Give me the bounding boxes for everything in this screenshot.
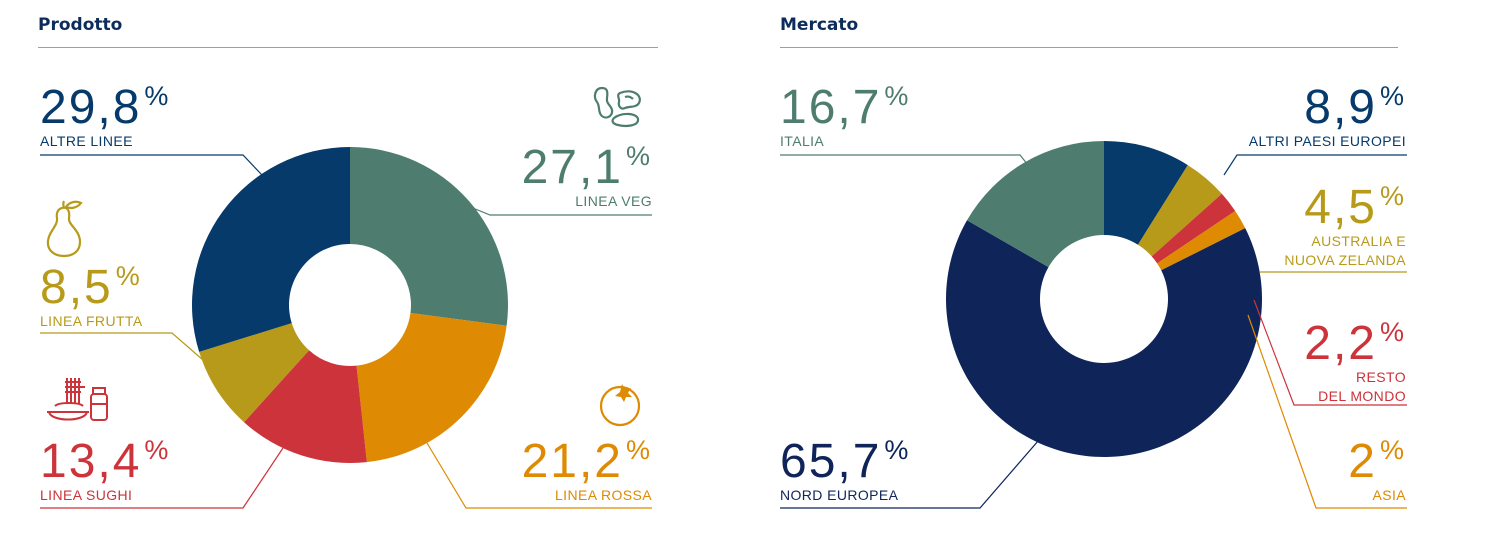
beans-icon xyxy=(593,86,641,127)
leader-line-linea-sughi xyxy=(40,447,284,509)
chart-panel-prodotto: Prodotto 29,8% ALTRE LINEE 27,1% LINEA V… xyxy=(0,0,700,548)
data-label-asia: 2% ASIA xyxy=(1348,435,1406,504)
pie-slice-australia-e-nuova-zelanda xyxy=(1137,165,1222,257)
donut-chart-mercato xyxy=(780,141,1407,509)
slice-label-line-1: AUSTRALIA E xyxy=(1311,233,1406,249)
slice-value: 4,5 xyxy=(1304,181,1377,234)
slice-label: ITALIA xyxy=(780,133,825,149)
slice-label: NORD EUROPEA xyxy=(780,487,899,503)
leader-line-resto-del-mondo xyxy=(1253,299,1407,406)
leader-line-italia xyxy=(780,154,1029,166)
data-label-australia-nuova-zelanda: 4,5% AUSTRALIA E NUOVA ZELANDA xyxy=(1284,181,1406,269)
donut-chart-prodotto xyxy=(40,147,652,509)
leader-line-linea-frutta xyxy=(40,332,204,361)
data-label-nord-europea: 65,7% NORD EUROPEA xyxy=(780,435,911,504)
slice-label: ASIA xyxy=(1372,487,1406,503)
slice-value: 21,2 xyxy=(521,435,623,488)
data-label-linea-veg: 27,1% LINEA VEG xyxy=(521,141,652,210)
slice-value: 2 xyxy=(1348,435,1377,488)
slice-label: ALTRI PAESI EUROPEI xyxy=(1248,133,1406,149)
data-label-italia: 16,7% ITALIA xyxy=(780,81,911,150)
chart-title-mercato: Mercato xyxy=(780,15,859,35)
leader-line-linea-rossa xyxy=(426,442,652,509)
slice-label: LINEA FRUTTA xyxy=(40,313,143,329)
pear-icon xyxy=(46,200,83,258)
chart-panel-mercato: Mercato 16,7% ITALIA 8,9% ALTRI PAESI EU… xyxy=(740,0,1460,548)
pie-slice-resto-del-mondo xyxy=(1151,193,1236,264)
slice-value: 65,7 xyxy=(780,435,882,488)
slice-label: LINEA ROSSA xyxy=(555,487,652,503)
pie-slice-linea-veg xyxy=(350,147,508,326)
title-divider xyxy=(780,47,1398,48)
title-divider xyxy=(38,47,658,48)
data-label-linea-rossa: 21,2% LINEA ROSSA xyxy=(521,435,652,504)
slice-value: 2,2 xyxy=(1304,317,1377,370)
pie-slice-altre-linee xyxy=(192,147,350,352)
slice-value: 13,4 xyxy=(40,435,142,488)
pasta-sauce-icon xyxy=(47,378,108,421)
leader-line-nord-europea xyxy=(780,417,1059,509)
slice-label-line-1: RESTO xyxy=(1356,369,1406,385)
pie-slice-nord-europea xyxy=(946,220,1262,458)
leader-line-altri-paesi-europei xyxy=(1223,154,1407,176)
slice-label: ALTRE LINEE xyxy=(40,133,133,149)
slice-value: 29,8 xyxy=(40,81,142,134)
leader-line-altre-linee xyxy=(40,154,263,176)
pie-slice-linea-sughi xyxy=(244,350,367,463)
pie-slice-linea-rossa xyxy=(356,313,507,463)
data-label-linea-frutta: 8,5% LINEA FRUTTA xyxy=(40,261,143,330)
leader-line-asia xyxy=(1247,314,1407,509)
slice-label-line-2: DEL MONDO xyxy=(1318,388,1406,404)
slice-label: LINEA VEG xyxy=(575,193,652,209)
chart-title-prodotto: Prodotto xyxy=(38,15,123,35)
data-label-altre-linee: 29,8% ALTRE LINEE xyxy=(40,81,171,150)
slice-label: LINEA SUGHI xyxy=(40,487,133,503)
leader-line-linea-veg xyxy=(467,205,652,216)
data-label-altri-paesi-europei: 8,9% ALTRI PAESI EUROPEI xyxy=(1248,81,1406,150)
pie-slice-altri-paesi-europei xyxy=(1104,141,1188,245)
pie-slice-italia xyxy=(967,141,1104,268)
data-label-resto-del-mondo: 2,2% RESTO DEL MONDO xyxy=(1304,317,1406,405)
slice-value: 8,9 xyxy=(1304,81,1377,134)
slice-label-line-2: NUOVA ZELANDA xyxy=(1284,252,1406,268)
slice-value: 8,5 xyxy=(40,261,113,314)
data-label-linea-sughi: 13,4% LINEA SUGHI xyxy=(40,435,171,504)
slice-value: 16,7 xyxy=(780,81,882,134)
tomato-icon xyxy=(599,384,641,427)
slice-value: 27,1 xyxy=(521,141,623,194)
pie-slice-linea-frutta xyxy=(199,323,310,423)
pie-slice-asia xyxy=(1157,211,1246,271)
